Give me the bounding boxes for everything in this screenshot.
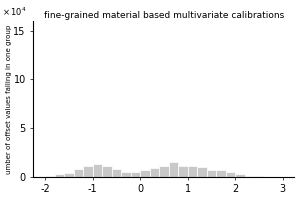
Y-axis label: umber of offset values falling in one group: umber of offset values falling in one gr… [6,24,12,174]
Bar [226,172,235,177]
Bar [121,172,131,177]
Bar [140,170,150,177]
Bar [45,176,55,177]
Bar [83,166,93,177]
Bar [159,166,169,177]
Bar [244,176,254,177]
Bar [188,166,197,177]
Bar [93,164,102,177]
Bar [64,173,74,177]
Bar [235,174,244,177]
Bar [150,168,159,177]
Text: $\times\,10^4$: $\times\,10^4$ [2,6,27,18]
Bar [74,169,83,177]
Bar [178,166,188,177]
Bar [112,169,121,177]
Bar [55,174,64,177]
Title: fine-grained material based multivariate calibrations: fine-grained material based multivariate… [44,11,284,20]
Bar [254,176,264,177]
Bar [169,162,178,177]
Bar [131,172,140,177]
Bar [197,167,207,177]
Bar [216,170,226,177]
Bar [207,170,216,177]
Bar [102,166,112,177]
